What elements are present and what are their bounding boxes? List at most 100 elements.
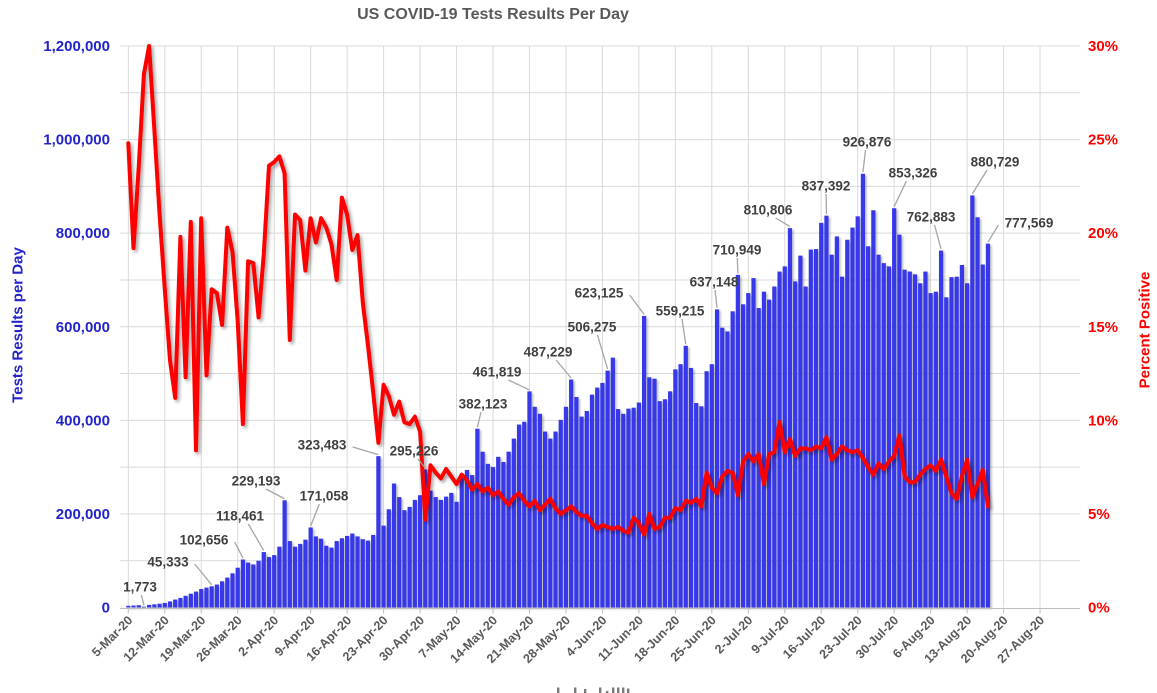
- bar: [740, 304, 746, 608]
- bar: [657, 401, 662, 608]
- bar: [876, 254, 881, 608]
- tests-bars-series: [126, 173, 991, 608]
- bar: [480, 451, 485, 608]
- bar: [454, 501, 459, 608]
- bar: [136, 605, 141, 608]
- bar: [668, 391, 673, 608]
- bar: [918, 283, 923, 608]
- bar: [595, 387, 600, 608]
- callout-leader-line: [933, 224, 942, 250]
- bar: [376, 456, 381, 608]
- x-axis-tick-labels: 5-Mar-2012-Mar-2019-Mar-2026-Mar-202-Apr…: [89, 613, 1047, 666]
- bar: [605, 370, 610, 608]
- bar: [751, 278, 756, 608]
- bar: [798, 255, 803, 608]
- bar: [652, 378, 657, 608]
- bar: [808, 249, 813, 608]
- bar: [907, 271, 912, 608]
- bar: [444, 496, 449, 608]
- callout-leader-line: [971, 169, 988, 195]
- bar: [959, 264, 964, 608]
- bar: [329, 547, 334, 608]
- bar: [600, 382, 605, 608]
- clipped-caption-fragment: [557, 687, 630, 693]
- bar: [490, 467, 496, 608]
- bar: [965, 283, 970, 608]
- bar: [204, 587, 209, 608]
- bar: [355, 536, 360, 608]
- bar: [511, 438, 516, 608]
- bar: [287, 541, 292, 608]
- bar: [626, 408, 631, 608]
- bar: [397, 497, 402, 608]
- bar: [402, 510, 407, 608]
- bar: [360, 539, 365, 608]
- data-label: 171,058: [300, 489, 349, 504]
- bar: [720, 327, 725, 608]
- bar: [886, 266, 892, 608]
- data-label: 880,729: [971, 155, 1020, 170]
- bar: [339, 538, 345, 608]
- bar: [428, 490, 433, 608]
- bar: [381, 525, 386, 608]
- bar: [449, 492, 454, 608]
- bar: [199, 589, 204, 608]
- bar: [433, 497, 438, 608]
- bar: [230, 573, 235, 608]
- callout-leader-line: [247, 523, 265, 551]
- bar: [272, 555, 277, 608]
- data-callouts: 1,773 45,333 102,656 118,461 229,193 171,058 3…: [123, 135, 1053, 606]
- bar: [574, 396, 579, 608]
- bar: [949, 277, 954, 608]
- bar: [282, 500, 287, 608]
- bar: [673, 369, 678, 608]
- bar: [553, 431, 558, 608]
- right-axis-tick-label: 10%: [1088, 412, 1118, 429]
- bar: [209, 586, 214, 608]
- right-axis-tick-labels: 0% 5% 10% 15% 20% 25% 30%: [1088, 38, 1118, 617]
- bar: [141, 606, 147, 608]
- bar: [735, 274, 740, 608]
- bar: [793, 281, 798, 608]
- bar: [897, 234, 902, 608]
- bar: [496, 456, 501, 608]
- data-label: 777,569: [1005, 216, 1054, 231]
- bar: [662, 399, 668, 608]
- bar: [350, 533, 355, 608]
- bar: [256, 560, 261, 608]
- bar: [157, 603, 162, 608]
- bar: [746, 293, 751, 608]
- bar: [912, 274, 918, 608]
- bar: [459, 477, 464, 608]
- left-axis-tick-label: 800,000: [56, 225, 110, 242]
- callout-leader-line: [893, 180, 907, 207]
- right-axis-tick-label: 30%: [1088, 38, 1118, 55]
- bar: [704, 371, 709, 608]
- data-label: 461,819: [473, 365, 522, 380]
- bar: [866, 246, 871, 608]
- data-label: 382,123: [459, 397, 508, 412]
- bar: [621, 413, 626, 608]
- data-label: 637,148: [690, 275, 739, 290]
- callout-leader-line: [629, 294, 645, 315]
- bar: [892, 208, 897, 608]
- bar: [371, 534, 376, 608]
- bar: [819, 222, 824, 608]
- bar: [938, 250, 944, 608]
- bar: [240, 559, 246, 608]
- bar: [631, 407, 636, 608]
- bar: [365, 540, 371, 608]
- bar: [298, 543, 303, 608]
- callout-leader-line: [417, 458, 426, 469]
- data-label: 810,806: [744, 203, 793, 218]
- bar: [167, 601, 173, 608]
- bar: [813, 249, 819, 608]
- bar: [324, 545, 329, 608]
- bar: [183, 595, 188, 608]
- bar: [829, 254, 834, 608]
- percent-positive-line: [126, 44, 990, 537]
- data-label: 1,773: [123, 580, 157, 595]
- callout-leader-line: [681, 318, 687, 345]
